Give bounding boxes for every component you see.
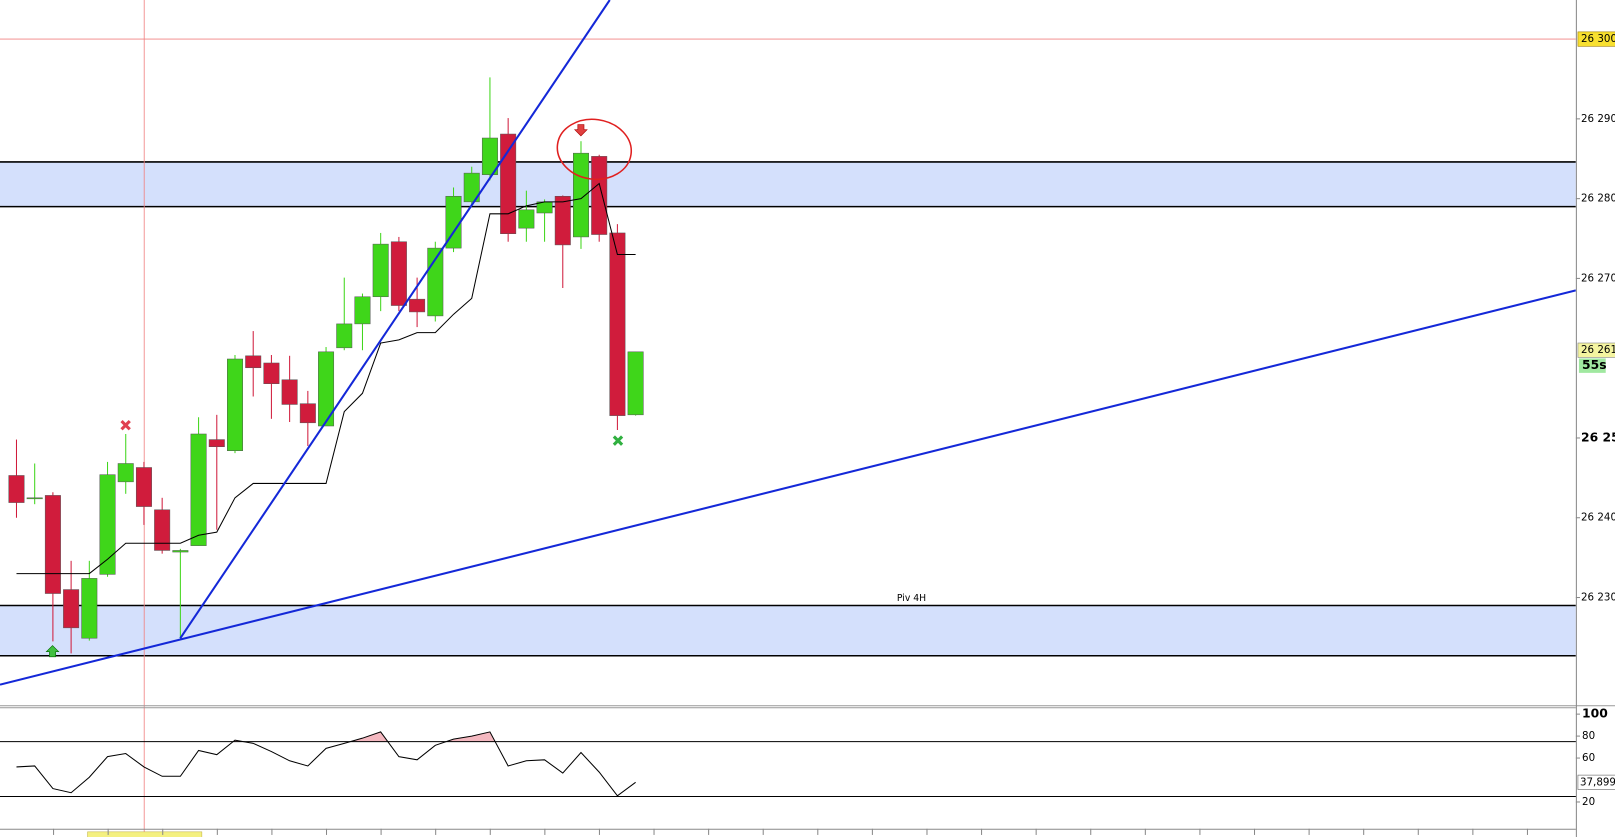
candle-body — [463, 172, 480, 203]
candle-body — [336, 323, 353, 349]
candle-body — [63, 589, 80, 629]
zones: Piv 4H — [0, 161, 1576, 657]
candle-body — [481, 137, 498, 175]
time-cursor-label — [87, 831, 203, 837]
candle-body — [554, 195, 571, 246]
candle-body — [44, 495, 61, 594]
y-tick-label: 26 290 — [1581, 113, 1615, 125]
drawings — [0, 0, 1576, 686]
candle-body — [354, 296, 371, 325]
candle-body — [500, 133, 517, 235]
oscillator-panel — [0, 731, 1576, 797]
candle-body — [263, 362, 280, 384]
candle-body — [8, 475, 25, 503]
y-tick-label: 26 250 — [1581, 430, 1615, 444]
last-price-bg — [1577, 342, 1615, 358]
candle-body — [299, 403, 316, 424]
sell-arrow — [573, 124, 588, 137]
candle-body — [518, 209, 535, 229]
cross-marker — [612, 435, 624, 446]
candle-body — [26, 497, 43, 500]
candle-body — [591, 156, 608, 235]
candle-body — [627, 351, 644, 416]
last-price-label: 26 261 — [1581, 344, 1615, 356]
candle-body — [135, 467, 152, 507]
countdown: 55s — [1582, 358, 1607, 372]
annotation: Piv 4H — [897, 593, 926, 604]
price-panel — [0, 38, 1576, 654]
y-tick-label: 80 — [1582, 730, 1595, 742]
buy-arrow — [45, 645, 60, 658]
cross-marker — [120, 419, 131, 431]
y-tick-label: 60 — [1582, 752, 1595, 764]
last-value-bg — [1577, 774, 1615, 790]
y-tick-label: 20 — [1582, 796, 1595, 808]
candle-body — [208, 439, 225, 448]
candle-body — [81, 578, 98, 639]
last-value-label: 37,899 — [1580, 776, 1615, 788]
alert-label-bg — [1577, 31, 1615, 47]
candle-body — [281, 379, 298, 405]
y-tick-label: 100 — [1582, 707, 1608, 721]
trendline — [0, 289, 1576, 686]
overbought-fill — [233, 731, 496, 742]
candle-body — [573, 152, 589, 238]
candle-body — [245, 355, 262, 369]
candle-body — [609, 232, 626, 416]
candle-body — [172, 550, 189, 553]
candle-body — [227, 358, 243, 451]
y-tick-label: 26 280 — [1581, 193, 1615, 205]
candle-body — [372, 243, 389, 298]
candle-body — [154, 509, 171, 551]
zone — [0, 161, 1576, 207]
candle-body — [409, 298, 426, 313]
candle-body — [117, 463, 134, 483]
oscillator-line — [16, 731, 636, 797]
alert-label: 26 300 — [1581, 33, 1615, 45]
candle-body — [190, 433, 207, 546]
candle-body — [318, 351, 335, 427]
candle-body — [99, 474, 116, 575]
y-tick-label: 26 230 — [1581, 592, 1615, 604]
zone — [0, 605, 1576, 656]
trendline — [179, 0, 611, 639]
axis: 26 230 26 240 26 250 26 270 26 280 26 290 26 3… — [53, 31, 1615, 835]
circle-annotation — [556, 118, 633, 181]
y-tick-label: 26 240 — [1581, 512, 1615, 524]
countdown-bg — [1578, 358, 1606, 373]
overlay-line — [16, 182, 636, 575]
candle-body — [390, 241, 407, 306]
y-tick-label: 26 270 — [1581, 272, 1615, 284]
